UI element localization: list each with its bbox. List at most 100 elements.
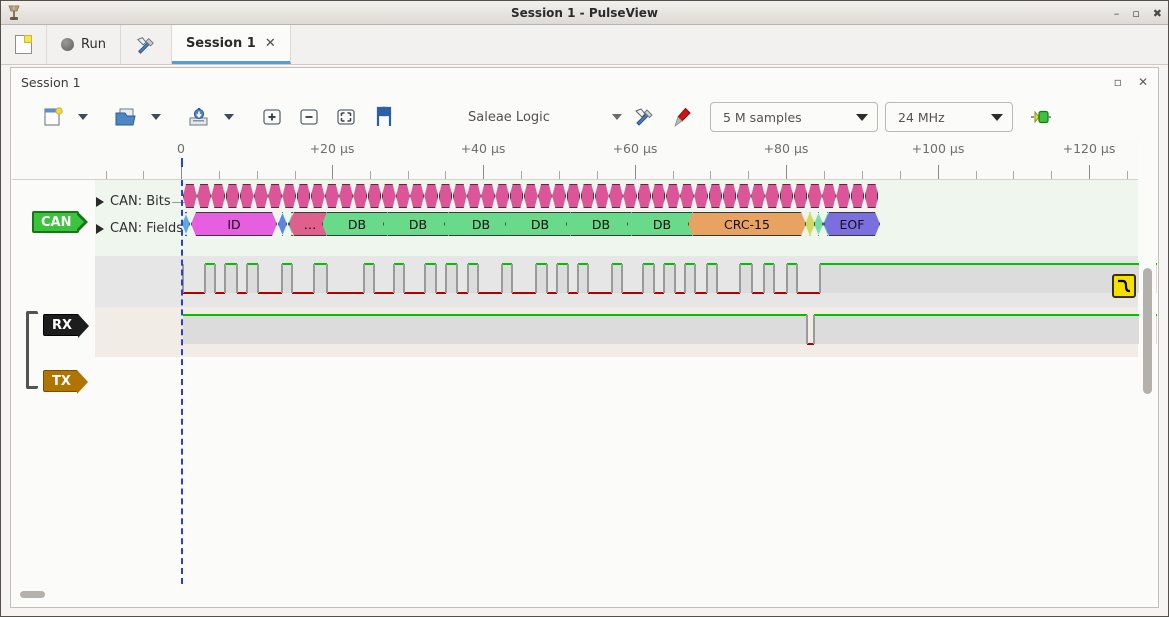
tx-waveform[interactable]: [12, 307, 1157, 357]
can-field-annotation[interactable]: [814, 212, 823, 236]
sample-rate-select[interactable]: 24 MHz: [885, 102, 1013, 132]
can-bit-annotation[interactable]: [652, 184, 666, 208]
can-bit-annotation[interactable]: [822, 184, 836, 208]
can-field-annotation[interactable]: [278, 212, 287, 236]
can-bit-annotation[interactable]: [311, 184, 325, 208]
zero-time-cursor[interactable]: [181, 180, 183, 584]
tab-close-icon[interactable]: ✕: [264, 35, 276, 51]
horizontal-scrollbar[interactable]: [12, 585, 1138, 605]
can-bit-annotation[interactable]: [737, 184, 751, 208]
can-bit-annotation[interactable]: [780, 184, 794, 208]
device-selector[interactable]: Saleae Logic: [460, 102, 630, 132]
can-field-annotation[interactable]: CRC-15: [688, 212, 806, 236]
can-field-annotation[interactable]: DB: [383, 212, 453, 236]
can-field-annotation[interactable]: DB: [566, 212, 636, 236]
can-field-annotation[interactable]: [805, 212, 815, 236]
can-bit-annotation[interactable]: [467, 184, 481, 208]
can-bit-annotation[interactable]: [495, 184, 509, 208]
expand-triangle-icon[interactable]: [96, 223, 104, 234]
can-bit-annotation[interactable]: [268, 184, 282, 208]
can-bit-annotation[interactable]: [424, 184, 438, 208]
can-field-annotation[interactable]: DB: [627, 212, 697, 236]
can-bit-annotation[interactable]: [439, 184, 453, 208]
subwindow-close-icon[interactable]: ✕: [1137, 75, 1148, 89]
can-field-annotation[interactable]: DB: [322, 212, 392, 236]
zoom-out-button[interactable]: [294, 102, 324, 132]
can-bit-annotation[interactable]: [751, 184, 765, 208]
open-file-dropdown[interactable]: [141, 102, 171, 132]
can-bit-annotation[interactable]: [410, 184, 424, 208]
new-file-dropdown[interactable]: [68, 102, 98, 132]
new-session-button[interactable]: [1, 25, 47, 64]
can-bit-annotation[interactable]: [240, 184, 254, 208]
decoder-row-fields[interactable]: CAN: Fields: [96, 221, 183, 236]
decoder-row-bits[interactable]: CAN: Bits: [96, 194, 171, 209]
can-bit-annotation[interactable]: [197, 184, 211, 208]
vertical-scrollbar[interactable]: [1139, 250, 1156, 582]
can-field-annotation[interactable]: EOF: [824, 212, 880, 236]
rx-waveform[interactable]: [12, 256, 1157, 307]
cursor-ruler-mark[interactable]: [181, 158, 183, 167]
open-file-button[interactable]: [111, 102, 141, 132]
can-bit-annotation[interactable]: [680, 184, 694, 208]
can-bit-annotation[interactable]: [339, 184, 353, 208]
channel-badge-tx[interactable]: TX: [43, 370, 88, 394]
vertical-scrollbar-thumb[interactable]: [1143, 268, 1152, 394]
save-file-button[interactable]: [184, 102, 214, 132]
usb-connect-indicator[interactable]: [1026, 102, 1056, 132]
can-bit-annotation[interactable]: [609, 184, 623, 208]
can-bit-annotation[interactable]: [183, 184, 197, 208]
can-field-annotation[interactable]: ID: [191, 212, 277, 236]
can-bit-annotation[interactable]: [254, 184, 268, 208]
device-config-button[interactable]: [630, 102, 660, 132]
can-bit-annotation[interactable]: [396, 184, 410, 208]
can-bit-annotation[interactable]: [552, 184, 566, 208]
can-bit-annotation[interactable]: [623, 184, 637, 208]
can-bit-annotation[interactable]: [567, 184, 581, 208]
can-field-annotation[interactable]: [182, 212, 190, 236]
tab-session-1[interactable]: Session 1 ✕: [171, 25, 291, 64]
can-bit-annotation[interactable]: [836, 184, 850, 208]
settings-button[interactable]: [121, 25, 172, 64]
can-bit-annotation[interactable]: [211, 184, 225, 208]
can-bit-annotation[interactable]: [282, 184, 296, 208]
can-field-annotation[interactable]: DB: [505, 212, 575, 236]
trigger-marker-badge[interactable]: [1112, 274, 1136, 298]
can-bit-annotation[interactable]: [794, 184, 808, 208]
sample-count-select[interactable]: 5 M samples: [710, 102, 878, 132]
markers-button[interactable]: [368, 102, 400, 132]
can-bit-annotation[interactable]: [538, 184, 552, 208]
channel-badge-rx[interactable]: RX: [43, 314, 90, 338]
decoder-badge-can[interactable]: CAN: [32, 211, 90, 233]
can-bit-annotation[interactable]: [325, 184, 339, 208]
can-bit-annotation[interactable]: [524, 184, 538, 208]
can-bit-annotation[interactable]: [694, 184, 708, 208]
new-file-button[interactable]: [38, 102, 68, 132]
can-bit-annotation[interactable]: [581, 184, 595, 208]
horizontal-scrollbar-thumb[interactable]: [20, 591, 45, 598]
trigger-probe-button[interactable]: [667, 102, 697, 132]
can-bit-annotation[interactable]: [595, 184, 609, 208]
can-bit-annotation[interactable]: [481, 184, 495, 208]
can-bit-annotation[interactable]: [297, 184, 311, 208]
zoom-fit-button[interactable]: [331, 102, 361, 132]
can-bit-annotation[interactable]: [368, 184, 382, 208]
can-bits-annotation-row[interactable]: [12, 184, 1138, 208]
expand-triangle-icon[interactable]: [96, 196, 104, 207]
can-fields-annotation-row[interactable]: ID… DB DB DB DB DB DB CRC-15 EOF: [12, 212, 1138, 236]
subwindow-restore-icon[interactable]: ▫: [1113, 75, 1122, 89]
can-bit-annotation[interactable]: [353, 184, 367, 208]
time-ruler[interactable]: 0 +20 µs +40 µs +60 µs +80 µs +100 µs +120 µs: [12, 138, 1138, 180]
can-bit-annotation[interactable]: [723, 184, 737, 208]
can-bit-annotation[interactable]: [666, 184, 680, 208]
can-bit-annotation[interactable]: [765, 184, 779, 208]
minimize-icon[interactable]: –: [1113, 6, 1120, 20]
close-icon[interactable]: ✖: [1152, 6, 1162, 20]
maximize-icon[interactable]: ▫: [1132, 6, 1140, 20]
can-bit-annotation[interactable]: [709, 184, 723, 208]
save-file-dropdown[interactable]: [214, 102, 244, 132]
can-bit-annotation[interactable]: [510, 184, 524, 208]
can-bit-annotation[interactable]: [865, 184, 879, 208]
run-button[interactable]: Run: [47, 25, 121, 64]
can-bit-annotation[interactable]: [851, 184, 865, 208]
